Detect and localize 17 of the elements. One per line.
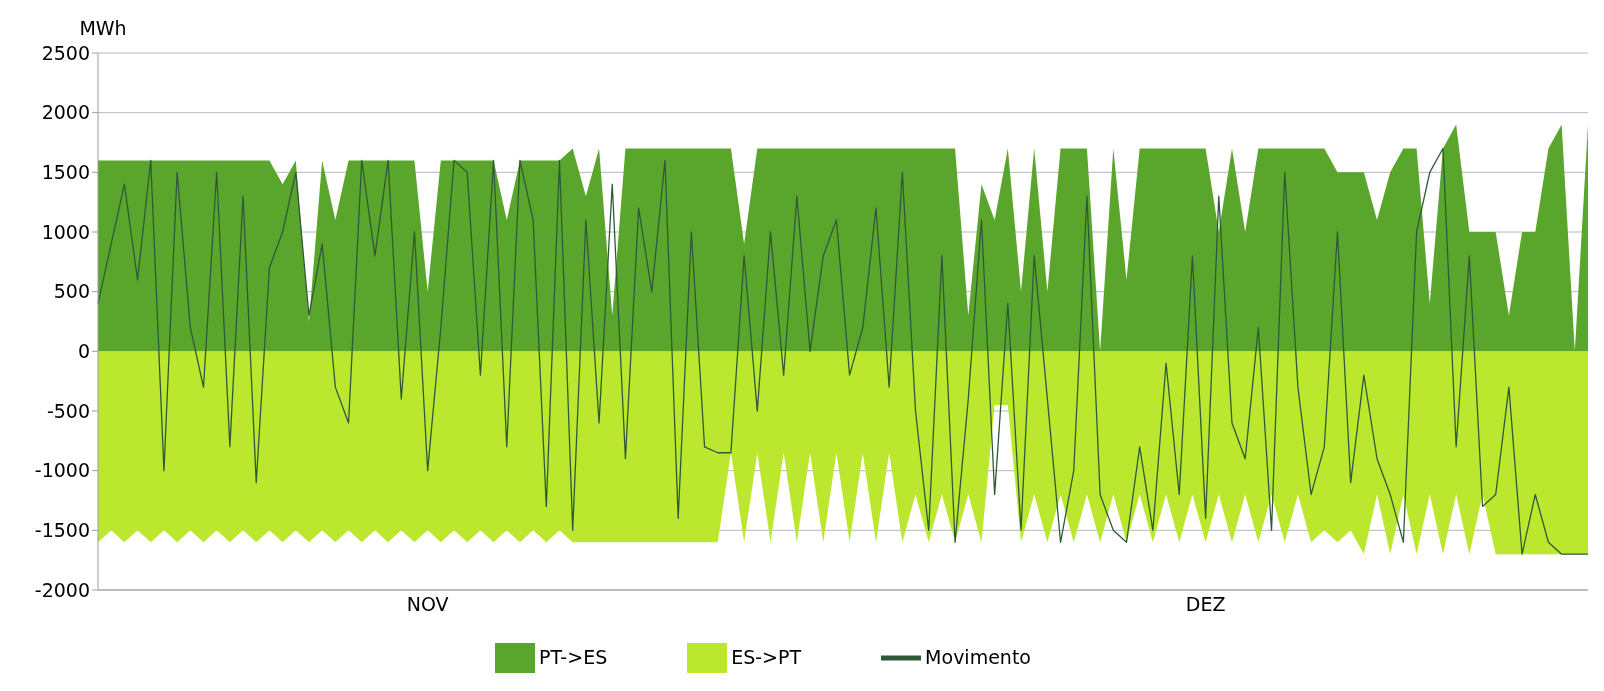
y-tick-label: 1500 — [41, 161, 90, 184]
y-axis-title: MWh — [79, 17, 127, 39]
line-series — [97, 147, 1589, 555]
y-tick-label: -2000 — [34, 578, 90, 601]
y-tick-label: 500 — [53, 280, 90, 303]
y-tick-label: -1000 — [34, 459, 90, 482]
x-tick-label: NOV — [406, 593, 449, 616]
x-tick-label: DEZ — [1185, 593, 1226, 616]
legend-label: Movimento — [925, 645, 1031, 668]
legend-label: ES->PT — [731, 645, 802, 668]
y-tick-label: -1500 — [34, 519, 90, 542]
y-tick-label: 2500 — [41, 41, 90, 64]
legend-label: PT->ES — [539, 645, 608, 668]
y-tick-label: -500 — [46, 399, 90, 422]
y-tick-label: 1000 — [41, 220, 90, 243]
y-tick-label: 0 — [77, 340, 90, 363]
y-tick-label: 2000 — [41, 101, 90, 124]
